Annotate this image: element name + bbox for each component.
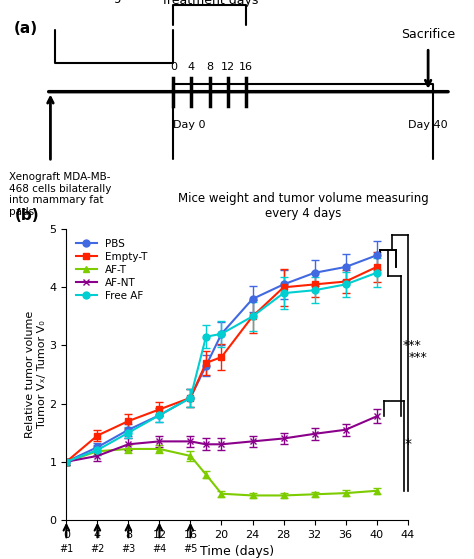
Text: (a): (a) — [14, 21, 38, 36]
Text: Sacrifice: Sacrifice — [401, 29, 455, 41]
Text: 12: 12 — [221, 61, 235, 72]
Text: (b): (b) — [15, 209, 40, 224]
Text: 8: 8 — [206, 61, 213, 72]
Text: Treatment days: Treatment days — [161, 0, 258, 7]
Text: Tumor growth: Tumor growth — [71, 0, 157, 3]
X-axis label: Time (days): Time (days) — [200, 545, 274, 558]
Text: 16: 16 — [239, 61, 253, 72]
Text: ***: *** — [402, 339, 421, 352]
Legend: PBS, Empty-T, AF-T, AF-NT, Free AF: PBS, Empty-T, AF-T, AF-NT, Free AF — [72, 234, 152, 305]
Text: 4: 4 — [188, 61, 195, 72]
Y-axis label: Relative tumor volume
Tumor Vₓ/ Tumor V₀: Relative tumor volume Tumor Vₓ/ Tumor V₀ — [25, 311, 47, 438]
Text: Day 0: Day 0 — [173, 120, 206, 130]
Text: Day 40: Day 40 — [408, 120, 448, 130]
Text: #5: #5 — [183, 544, 198, 555]
Text: #3: #3 — [121, 544, 136, 555]
Text: 0: 0 — [170, 61, 177, 72]
Text: #2: #2 — [90, 544, 105, 555]
Text: #4: #4 — [152, 544, 166, 555]
Text: *: * — [404, 437, 411, 451]
Text: Mice weight and tumor volume measuring
every 4 days: Mice weight and tumor volume measuring e… — [178, 192, 428, 220]
Text: ***: *** — [409, 350, 427, 363]
Text: #1: #1 — [59, 544, 73, 555]
Text: Xenograft MDA-MB-
468 cells bilaterally
into mammary fat
pads: Xenograft MDA-MB- 468 cells bilaterally … — [9, 172, 112, 217]
